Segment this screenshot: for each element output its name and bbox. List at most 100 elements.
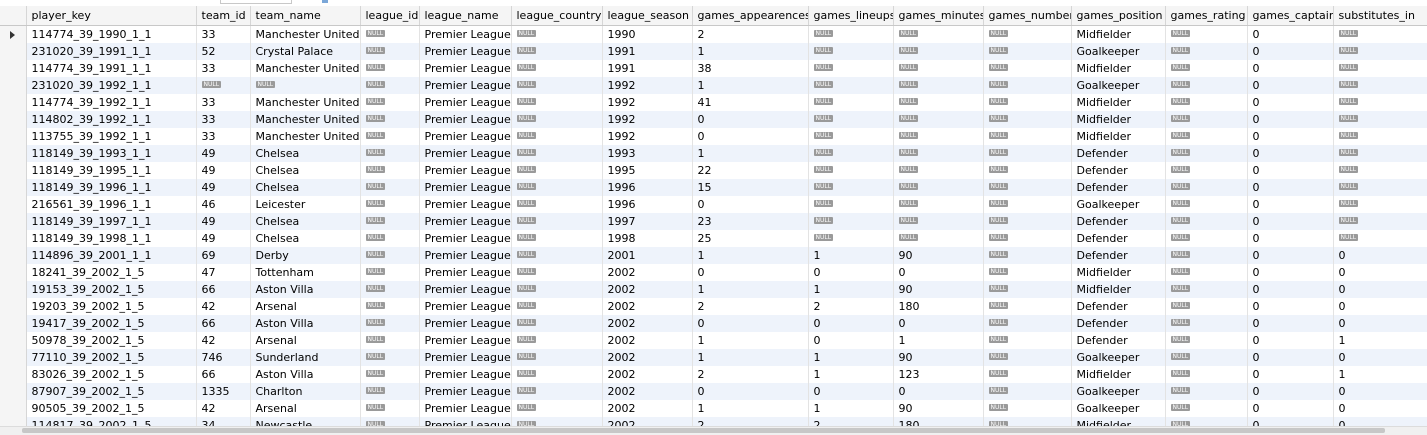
cell-league-country[interactable]: NULL	[511, 332, 603, 349]
cell-games-lineups[interactable]: NULL	[808, 60, 894, 77]
cell-team-id[interactable]: 49	[196, 230, 251, 247]
cell-league-id[interactable]: NULL	[360, 60, 420, 77]
cell-team-id[interactable]: 66	[196, 281, 251, 298]
cell-games-captain[interactable]: 0	[1247, 417, 1334, 426]
cell-player-key[interactable]: 118149_39_1997_1_1	[26, 213, 197, 230]
cell-league-season[interactable]: 1990	[602, 25, 693, 43]
cell-league-country[interactable]: NULL	[511, 94, 603, 111]
cell-games-rating[interactable]: NULL	[1165, 128, 1248, 145]
cell-games-minutes[interactable]: 0	[893, 315, 984, 332]
cell-team-name[interactable]: Arsenal	[250, 400, 361, 417]
cell-games-captain[interactable]: 0	[1247, 25, 1334, 43]
cell-games-number[interactable]: NULL	[983, 179, 1072, 196]
cell-games-captain[interactable]: 0	[1247, 281, 1334, 298]
cell-games-rating[interactable]: NULL	[1165, 43, 1248, 60]
cell-league-name[interactable]: Premier League	[419, 366, 512, 383]
cell-league-season[interactable]: 1996	[602, 179, 693, 196]
cell-games-position[interactable]: Defender	[1071, 179, 1166, 196]
cell-games-lineups[interactable]: NULL	[808, 213, 894, 230]
cell-league-country[interactable]: NULL	[511, 298, 603, 315]
cell-player-key[interactable]: 118149_39_1996_1_1	[26, 179, 197, 196]
table-row[interactable]: 118149_39_1995_1_1 49 Chelsea NULL Premier L…	[0, 162, 1427, 179]
result-grid[interactable]: player_key team_id team_name league_id leagu…	[0, 6, 1427, 426]
cell-games-minutes[interactable]: NULL	[893, 179, 984, 196]
cell-games-number[interactable]: NULL	[983, 60, 1072, 77]
cell-games-rating[interactable]: NULL	[1165, 111, 1248, 128]
cell-substitutes-in[interactable]: 1	[1333, 332, 1427, 349]
cell-games-position[interactable]: Midfielder	[1071, 60, 1166, 77]
cell-games-captain[interactable]: 0	[1247, 298, 1334, 315]
cell-games-captain[interactable]: 0	[1247, 162, 1334, 179]
row-indicator[interactable]	[0, 145, 27, 162]
cell-league-season[interactable]: 1992	[602, 94, 693, 111]
cell-league-name[interactable]: Premier League	[419, 162, 512, 179]
cell-league-name[interactable]: Premier League	[419, 417, 512, 426]
cell-games-rating[interactable]: NULL	[1165, 179, 1248, 196]
cell-games-position[interactable]: Goalkeeper	[1071, 77, 1166, 94]
cell-team-id[interactable]: 33	[196, 60, 251, 77]
cell-league-country[interactable]: NULL	[511, 247, 603, 264]
cell-league-name[interactable]: Premier League	[419, 196, 512, 213]
cell-team-id[interactable]: 33	[196, 94, 251, 111]
cell-substitutes-in[interactable]: 0	[1333, 247, 1427, 264]
cell-player-key[interactable]: 50978_39_2002_1_5	[26, 332, 197, 349]
cell-team-id[interactable]: 69	[196, 247, 251, 264]
cell-games-position[interactable]: Midfielder	[1071, 264, 1166, 281]
cell-league-id[interactable]: NULL	[360, 77, 420, 94]
cell-games-rating[interactable]: NULL	[1165, 400, 1248, 417]
cell-games-number[interactable]: NULL	[983, 128, 1072, 145]
cell-games-rating[interactable]: NULL	[1165, 162, 1248, 179]
cell-league-season[interactable]: 2002	[602, 400, 693, 417]
cell-league-country[interactable]: NULL	[511, 315, 603, 332]
table-row[interactable]: 114774_39_1990_1_1 33 Manchester United NUL…	[0, 25, 1427, 43]
cell-games-position[interactable]: Defender	[1071, 145, 1166, 162]
cell-games-rating[interactable]: NULL	[1165, 366, 1248, 383]
row-indicator[interactable]	[0, 366, 27, 383]
cell-league-season[interactable]: 1997	[602, 213, 693, 230]
cell-team-id[interactable]: 34	[196, 417, 251, 426]
cell-team-id[interactable]: 66	[196, 366, 251, 383]
cell-team-id[interactable]: 49	[196, 162, 251, 179]
cell-games-lineups[interactable]: 2	[808, 417, 894, 426]
cell-league-name[interactable]: Premier League	[419, 128, 512, 145]
cell-games-appearences[interactable]: 41	[692, 94, 809, 111]
column-header-team-name[interactable]: team_name	[250, 6, 361, 26]
cell-league-country[interactable]: NULL	[511, 400, 603, 417]
cell-substitutes-in[interactable]: NULL	[1333, 196, 1427, 213]
cell-league-id[interactable]: NULL	[360, 247, 420, 264]
cell-games-position[interactable]: Midfielder	[1071, 281, 1166, 298]
cell-team-id[interactable]: 66	[196, 315, 251, 332]
cell-games-appearences[interactable]: 1	[692, 43, 809, 60]
cell-games-position[interactable]: Defender	[1071, 298, 1166, 315]
cell-games-appearences[interactable]: 2	[692, 298, 809, 315]
cell-team-id[interactable]: 33	[196, 128, 251, 145]
cell-league-season[interactable]: 1993	[602, 145, 693, 162]
horizontal-scrollbar[interactable]	[0, 426, 1427, 435]
cell-games-lineups[interactable]: 1	[808, 400, 894, 417]
cell-substitutes-in[interactable]: 0	[1333, 400, 1427, 417]
row-indicator[interactable]	[0, 247, 27, 264]
row-indicator[interactable]	[0, 25, 27, 43]
cell-games-rating[interactable]: NULL	[1165, 196, 1248, 213]
cell-games-number[interactable]: NULL	[983, 400, 1072, 417]
cell-games-minutes[interactable]: 90	[893, 349, 984, 366]
cell-player-key[interactable]: 114802_39_1992_1_1	[26, 111, 197, 128]
cell-games-captain[interactable]: 0	[1247, 332, 1334, 349]
cell-player-key[interactable]: 19153_39_2002_1_5	[26, 281, 197, 298]
cell-player-key[interactable]: 83026_39_2002_1_5	[26, 366, 197, 383]
cell-substitutes-in[interactable]: NULL	[1333, 128, 1427, 145]
cell-games-number[interactable]: NULL	[983, 196, 1072, 213]
cell-player-key[interactable]: 114774_39_1990_1_1	[26, 25, 197, 43]
cell-games-captain[interactable]: 0	[1247, 383, 1334, 400]
table-row[interactable]: 118149_39_1993_1_1 49 Chelsea NULL Premier L…	[0, 145, 1427, 162]
row-indicator[interactable]	[0, 43, 27, 60]
cell-league-name[interactable]: Premier League	[419, 213, 512, 230]
column-header-team-id[interactable]: team_id	[196, 6, 251, 26]
cell-team-name[interactable]: Manchester United	[250, 111, 361, 128]
table-row[interactable]: 114802_39_1992_1_1 33 Manchester United NUL…	[0, 111, 1427, 128]
cell-games-rating[interactable]: NULL	[1165, 94, 1248, 111]
cell-team-name[interactable]: Crystal Palace	[250, 43, 361, 60]
cell-games-captain[interactable]: 0	[1247, 349, 1334, 366]
cell-games-lineups[interactable]: 0	[808, 383, 894, 400]
cell-player-key[interactable]: 118149_39_1995_1_1	[26, 162, 197, 179]
